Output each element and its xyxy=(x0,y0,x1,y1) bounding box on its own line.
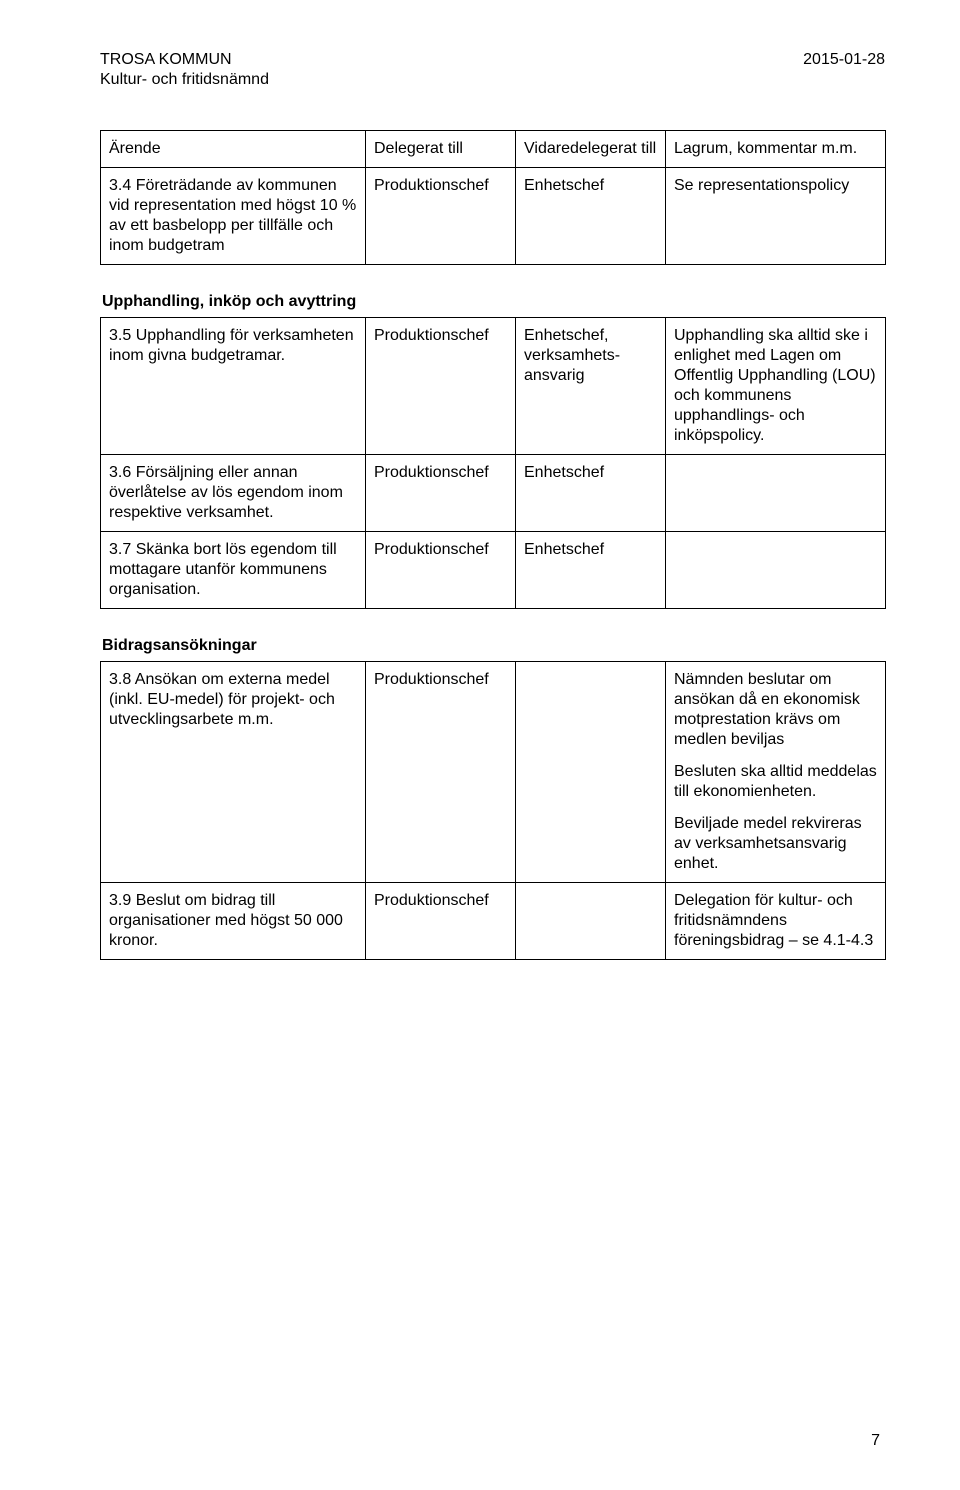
col-delegerat: Delegerat till xyxy=(366,131,516,168)
table-row: 3.6 Försäljning eller annan överlåtelse … xyxy=(101,455,886,532)
org-name-1: TROSA KOMMUN xyxy=(100,51,232,68)
cell-lagrum xyxy=(666,532,886,609)
table-header-row: Ärende Delegerat till Vidaredelegerat ti… xyxy=(101,131,886,168)
cell-lagrum: Nämnden beslutar om ansökan då en ekonom… xyxy=(666,662,886,883)
section-heading-bidrag: Bidragsansökningar xyxy=(102,637,885,655)
cell-delegerat: Produktionschef xyxy=(366,883,516,960)
cell-delegerat: Produktionschef xyxy=(366,532,516,609)
org-name-2: Kultur- och fritidsnämnd xyxy=(100,71,269,88)
col-lagrum: Lagrum, kommentar m.m. xyxy=(666,131,886,168)
lagrum-p2: Besluten ska alltid meddelas till ekonom… xyxy=(674,762,877,802)
delegation-table-2: 3.5 Upphandling för verksamheten inom gi… xyxy=(100,317,886,609)
cell-arende: 3.5 Upphandling för verksamheten inom gi… xyxy=(101,318,366,455)
cell-arende: 3.6 Försäljning eller annan överlåtelse … xyxy=(101,455,366,532)
cell-vidare xyxy=(516,883,666,960)
cell-vidare xyxy=(516,662,666,883)
cell-vidare: Enhetschef xyxy=(516,532,666,609)
cell-lagrum: Se representationspolicy xyxy=(666,168,886,265)
cell-arende: 3.4 Företrädande av kommunen vid represe… xyxy=(101,168,366,265)
cell-vidare: Enhetschef xyxy=(516,455,666,532)
cell-vidare: Enhetschef, verksamhets-ansvarig xyxy=(516,318,666,455)
cell-lagrum xyxy=(666,455,886,532)
cell-delegerat: Produktionschef xyxy=(366,318,516,455)
table-row: 3.7 Skänka bort lös egendom till mottaga… xyxy=(101,532,886,609)
document-page: TROSA KOMMUN Kultur- och fritidsnämnd 20… xyxy=(0,0,960,1490)
lagrum-p3: Beviljade medel rekvireras av verksamhet… xyxy=(674,814,877,874)
cell-delegerat: Produktionschef xyxy=(366,455,516,532)
cell-delegerat: Produktionschef xyxy=(366,168,516,265)
cell-delegerat: Produktionschef xyxy=(366,662,516,883)
delegation-table-3: 3.8 Ansökan om externa medel (inkl. EU-m… xyxy=(100,661,886,960)
col-vidaredelegerat: Vidaredelegerat till xyxy=(516,131,666,168)
lagrum-p1: Nämnden beslutar om ansökan då en ekonom… xyxy=(674,670,877,750)
page-number: 7 xyxy=(871,1432,880,1450)
header-left: TROSA KOMMUN Kultur- och fritidsnämnd xyxy=(100,50,269,90)
cell-lagrum: Upphandling ska alltid ske i enlighet me… xyxy=(666,318,886,455)
delegation-table-1: Ärende Delegerat till Vidaredelegerat ti… xyxy=(100,130,886,265)
cell-arende: 3.8 Ansökan om externa medel (inkl. EU-m… xyxy=(101,662,366,883)
col-arende: Ärende xyxy=(101,131,366,168)
table-row: 3.5 Upphandling för verksamheten inom gi… xyxy=(101,318,886,455)
cell-arende: 3.7 Skänka bort lös egendom till mottaga… xyxy=(101,532,366,609)
cell-lagrum: Delegation för kultur- och fritidsnämnde… xyxy=(666,883,886,960)
table-row: 3.9 Beslut om bidrag till organisationer… xyxy=(101,883,886,960)
cell-vidare: Enhetschef xyxy=(516,168,666,265)
table-row: 3.8 Ansökan om externa medel (inkl. EU-m… xyxy=(101,662,886,883)
cell-arende: 3.9 Beslut om bidrag till organisationer… xyxy=(101,883,366,960)
section-heading-upphandling: Upphandling, inköp och avyttring xyxy=(102,293,885,311)
table-row: 3.4 Företrädande av kommunen vid represe… xyxy=(101,168,886,265)
page-header: TROSA KOMMUN Kultur- och fritidsnämnd 20… xyxy=(100,50,885,90)
header-date: 2015-01-28 xyxy=(803,50,885,90)
